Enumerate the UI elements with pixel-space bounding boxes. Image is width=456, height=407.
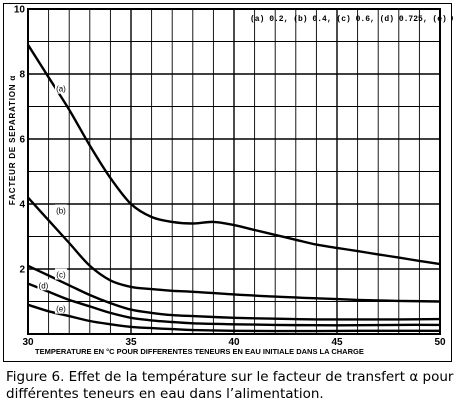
legend: (a) 0.2, (b) 0.4, (c) 0.6, (d) 0.725, (e…: [250, 15, 453, 24]
series-line-e: [27, 303, 440, 333]
series-label-bg: [54, 82, 67, 94]
series-label-text: (a): [56, 85, 66, 94]
series-label-bg: [54, 302, 67, 314]
x-axis-label: TEMPERATURE EN °C POUR DIFFERENTES TENEU…: [35, 347, 364, 356]
x-tick-label: 45: [331, 337, 343, 348]
x-tick-label: 30: [22, 337, 34, 348]
caption-line-1: Figure 6. Effet de la température sur le…: [6, 369, 454, 385]
plot-border: [27, 8, 441, 335]
x-tick-label: 35: [125, 337, 137, 348]
series-label-bg: [37, 279, 50, 291]
figure-frame: (a) (b) (c) (d) (e) 30 35 40 45 50 2 4 6 8 10 (a) 0.2…: [3, 3, 453, 362]
chart: (a) (b) (c) (d) (e) 30 35 40 45 50 2 4 6 8 10 (a) 0.2…: [8, 5, 453, 357]
y-tick-label: 4: [19, 200, 25, 211]
series-label-c: (c): [54, 268, 67, 280]
series-label-text: (c): [56, 271, 66, 280]
figure-caption: Figure 6. Effet de la température sur le…: [6, 369, 454, 403]
y-axis-label: FACTEUR DE SEPARATION α: [8, 75, 17, 205]
series-line-d: [27, 282, 441, 327]
x-tick-label: 50: [434, 337, 446, 348]
series-label-text: (e): [56, 305, 66, 314]
series-line-c: [27, 264, 441, 321]
series-label-text: (b): [56, 207, 66, 216]
series-label-bg: [54, 204, 67, 216]
series-label-bg: [54, 268, 67, 280]
series-line-b: [27, 196, 441, 303]
y-tick-label: 2: [19, 265, 25, 276]
series-label-e: (e): [54, 302, 67, 314]
series-lines: [26, 44, 441, 333]
series-label-d: (d): [37, 279, 50, 291]
series-labels: (a) (b) (c) (d) (e): [37, 82, 67, 314]
series-line-a: [26, 44, 441, 266]
series-label-b: (b): [54, 204, 67, 216]
series-label-text: (d): [39, 281, 49, 290]
series-label-a: (a): [54, 82, 67, 94]
x-tick-label: 40: [228, 337, 240, 348]
y-tick-label: 8: [19, 70, 25, 81]
grid: [28, 9, 440, 334]
tick-labels: 30 35 40 45 50 2 4 6 8 10: [14, 5, 446, 349]
caption-line-2: différentes teneurs en eau dans l’alimen…: [6, 386, 324, 402]
y-tick-label: 6: [19, 135, 25, 146]
y-tick-label: 10: [14, 5, 26, 16]
